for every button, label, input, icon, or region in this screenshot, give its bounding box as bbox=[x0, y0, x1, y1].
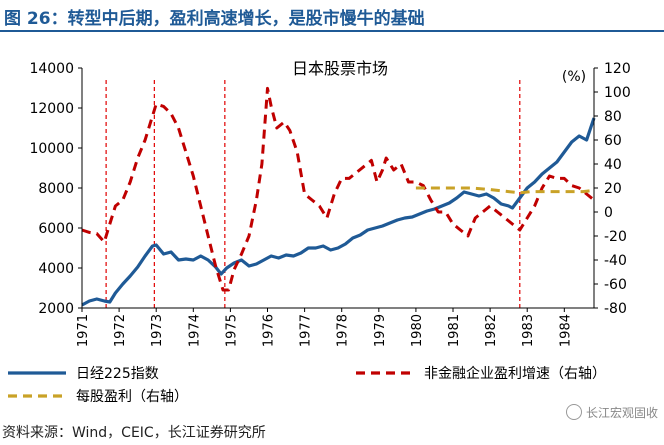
series-line-2 bbox=[415, 186, 595, 195]
chart-title: 日本股票市场 bbox=[292, 59, 388, 78]
chart: 2000 4000 6000 8000 10000 12000 14000 -80 -60 -40… bbox=[8, 59, 631, 405]
x-tick-label: 1974 bbox=[187, 314, 202, 347]
series-line-1 bbox=[81, 86, 595, 292]
figure-header: 图 26：转型中后期，盈利高速增长，是股市慢牛的基础 bbox=[0, 0, 664, 32]
header-divider bbox=[0, 30, 664, 32]
right-tick-label: 80 bbox=[604, 109, 622, 125]
right-tick-label: 60 bbox=[604, 133, 622, 149]
watermark: 长江宏观固收 bbox=[565, 404, 658, 421]
left-tick-label: 10000 bbox=[29, 141, 74, 157]
left-tick-label: 2000 bbox=[38, 301, 74, 317]
x-tick-label: 1976 bbox=[262, 314, 277, 347]
series-layer bbox=[81, 86, 596, 307]
x-tick-label: 1984 bbox=[558, 314, 573, 347]
legend: 日经225指数 非金融企业盈利增速（右轴） 每股盈利（右轴） bbox=[8, 365, 606, 405]
legend-label: 每股盈利（右轴） bbox=[76, 389, 188, 405]
wechat-icon bbox=[565, 404, 582, 420]
right-tick-label: 20 bbox=[604, 181, 622, 197]
watermark-text: 长江宏观固收 bbox=[585, 406, 658, 420]
left-tick-label: 6000 bbox=[38, 221, 74, 237]
right-tick-label: -40 bbox=[604, 253, 627, 269]
x-tick-label: 1982 bbox=[484, 314, 499, 347]
right-axis-unit: (%) bbox=[562, 69, 586, 85]
x-tick-label: 1979 bbox=[373, 314, 388, 347]
x-tick-label: 1977 bbox=[299, 314, 314, 347]
x-tick-label: 1975 bbox=[224, 314, 239, 347]
source-note: 资料来源：Wind，CEIC，长江证券研究所 bbox=[2, 425, 266, 441]
x-tick-label: 1972 bbox=[113, 314, 128, 347]
legend-label: 非金融企业盈利增速（右轴） bbox=[424, 365, 606, 382]
x-tick-label: 1971 bbox=[76, 314, 91, 347]
right-tick-label: 120 bbox=[604, 61, 631, 77]
right-tick-label: 0 bbox=[604, 205, 613, 221]
legend-label: 日经225指数 bbox=[76, 366, 159, 382]
x-tick-label: 1983 bbox=[521, 314, 536, 347]
left-tick-label: 8000 bbox=[38, 181, 74, 197]
left-tick-label: 14000 bbox=[29, 61, 74, 77]
x-tick-label: 1980 bbox=[410, 314, 425, 347]
axes: 2000 4000 6000 8000 10000 12000 14000 -80 -60 -40… bbox=[29, 61, 630, 347]
x-tick-label: 1973 bbox=[150, 314, 165, 347]
figure-title: 图 26：转型中后期，盈利高速增长，是股市慢牛的基础 bbox=[4, 9, 425, 29]
right-tick-label: -60 bbox=[604, 277, 627, 293]
right-tick-label: 100 bbox=[604, 85, 631, 101]
right-tick-label: -80 bbox=[604, 301, 627, 317]
series-line-0 bbox=[81, 117, 596, 307]
x-tick-label: 1981 bbox=[447, 314, 462, 347]
left-tick-label: 12000 bbox=[29, 101, 74, 117]
event-lines bbox=[105, 80, 521, 308]
right-tick-label: -20 bbox=[604, 229, 627, 245]
left-tick-label: 4000 bbox=[38, 261, 74, 277]
right-tick-label: 40 bbox=[604, 157, 622, 173]
x-tick-label: 1978 bbox=[336, 314, 351, 347]
